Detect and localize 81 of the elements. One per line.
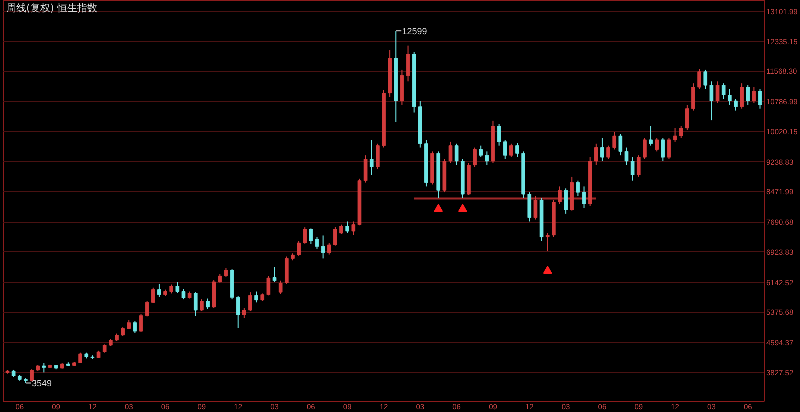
candlestick [704, 69, 708, 90]
candlestick [534, 196, 538, 220]
candlestick [78, 352, 82, 364]
candlestick [346, 221, 350, 234]
chart-title: 周线(复权) 恒生指数 [6, 2, 98, 14]
annotation: 3549 [32, 378, 52, 389]
candlestick [364, 155, 368, 184]
candlestick [546, 232, 550, 252]
candlestick [242, 308, 246, 319]
candlestick [661, 138, 666, 162]
candlestick [528, 192, 532, 222]
candlestick [746, 85, 750, 106]
candlestick [158, 283, 162, 298]
candlestick [303, 227, 308, 244]
candlestick [618, 134, 623, 156]
candlestick [510, 143, 514, 158]
candlestick [503, 140, 508, 160]
candlestick [406, 45, 410, 82]
candlestick [278, 280, 283, 295]
candlestick [728, 88, 732, 106]
candlestick [740, 83, 744, 110]
candlestick [248, 292, 252, 312]
candlestick [655, 138, 660, 152]
candlestick [710, 81, 714, 122]
candlestick [698, 68, 702, 90]
candlestick [145, 300, 150, 318]
candlestick [752, 86, 756, 104]
candlestick [334, 226, 338, 246]
candlestick [139, 314, 144, 333]
candlestick [236, 296, 240, 329]
candlestick [321, 235, 326, 260]
candlestick [612, 132, 617, 150]
candlestick [352, 221, 356, 236]
candlestick [667, 138, 672, 160]
candlestick [133, 320, 138, 334]
annotation: 12599 [402, 26, 428, 37]
candlestick [479, 145, 484, 158]
candlestick [716, 81, 720, 104]
candlestick [594, 143, 598, 166]
candlestick [473, 147, 477, 168]
candlestick [266, 276, 271, 296]
candlestick [564, 188, 568, 214]
candlestick [454, 143, 459, 166]
candlestick [722, 83, 726, 100]
candlestick [600, 138, 604, 162]
candlestick [448, 141, 453, 164]
candlestick [649, 126, 653, 146]
candlestick [297, 240, 301, 256]
candlestick [734, 98, 738, 112]
candlestick [194, 292, 198, 317]
candlestick [376, 143, 380, 170]
candlestick [516, 142, 520, 158]
candlestick [151, 287, 156, 304]
candlestick [309, 228, 314, 245]
candlestick [643, 138, 647, 160]
candlestick [315, 236, 320, 250]
candlestick [370, 140, 374, 176]
candlestick [692, 83, 696, 112]
candlestick [679, 126, 684, 139]
candlestick [686, 104, 690, 131]
candlestick [630, 157, 635, 182]
candlestick [254, 291, 258, 304]
candlestick [758, 88, 762, 110]
candlestick [497, 124, 502, 146]
candlestick [42, 362, 46, 374]
candlestick [176, 282, 180, 294]
candlestick [127, 320, 132, 330]
candlestick [606, 145, 610, 160]
candlestick [30, 369, 34, 382]
candlestick [624, 147, 629, 166]
candlestick [182, 288, 186, 300]
candlestick [636, 155, 641, 178]
candlestick [576, 180, 580, 197]
candlestick [673, 128, 678, 142]
candlestick [582, 186, 586, 209]
candlestick [558, 186, 562, 205]
candlestick [272, 266, 277, 283]
candlestick [340, 224, 344, 235]
candlestick [327, 242, 332, 256]
candlestick [206, 298, 210, 310]
candlestick [485, 151, 490, 166]
